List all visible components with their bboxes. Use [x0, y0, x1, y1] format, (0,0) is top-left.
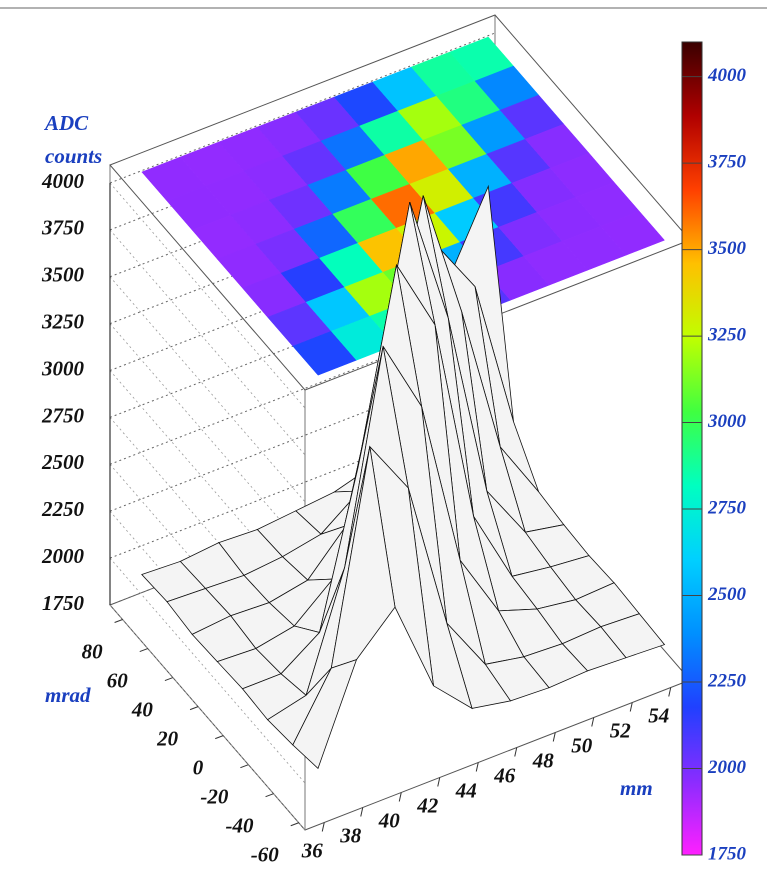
x-tick-label: 50 — [571, 733, 593, 757]
colorbar-tick-label: 2000 — [707, 757, 747, 778]
z-tick-label: 3250 — [41, 309, 85, 333]
z-tick-label: 4000 — [41, 169, 85, 193]
x-tick-label: 44 — [455, 778, 477, 802]
z-tick-label: 1750 — [42, 591, 85, 615]
z-label: counts — [45, 144, 102, 168]
colorbar-tick-label: 3750 — [707, 151, 747, 172]
colorbar-tick-label: 3250 — [707, 324, 747, 345]
x-tick-label: 46 — [493, 763, 516, 787]
z-label: ADC — [43, 111, 89, 135]
y-tick — [139, 648, 148, 653]
y-tick — [240, 764, 249, 769]
colorbar-tick-label: 3500 — [707, 238, 747, 259]
y-label: mrad — [45, 683, 91, 707]
x-tick — [514, 747, 518, 757]
y-tick — [215, 735, 224, 740]
y-tick-label: 60 — [107, 668, 129, 692]
colorbar-tick-label: 2750 — [707, 497, 747, 518]
y-tick — [189, 706, 199, 711]
y-tick-label: -60 — [251, 843, 279, 867]
colorbar-tick-label: 1750 — [708, 843, 747, 864]
x-tick — [475, 762, 479, 772]
grid-line — [109, 407, 496, 559]
colorbar-tick-label: 3000 — [707, 411, 747, 432]
x-tick — [668, 687, 672, 697]
x-tick — [321, 822, 325, 832]
x-tick — [437, 777, 441, 787]
x-tick-label: 54 — [648, 703, 669, 727]
x-tick-label: 42 — [416, 793, 439, 817]
y-tick — [265, 793, 274, 798]
x-tick-label: 48 — [532, 748, 555, 772]
y-tick-label: 80 — [82, 639, 104, 663]
colorbar-tick-label: 2250 — [707, 670, 747, 691]
y-tick — [290, 822, 299, 827]
y-tick — [164, 677, 174, 682]
x-tick — [552, 732, 556, 742]
z-tick-label: 3750 — [41, 216, 85, 240]
z-tick-label: 3500 — [41, 263, 85, 287]
y-tick-label: -40 — [226, 814, 254, 838]
grid-line — [109, 32, 496, 184]
x-tick-label: 40 — [378, 808, 401, 832]
y-tick-label: -20 — [200, 784, 228, 808]
z-tick-label: 2250 — [41, 497, 85, 521]
x-tick-label: 36 — [301, 838, 324, 862]
y-tick-label: 20 — [156, 726, 179, 750]
z-tick-label: 3000 — [41, 356, 85, 380]
colorbar-tick-label: 4000 — [707, 65, 747, 86]
x-tick — [629, 702, 633, 712]
y-tick-label: 40 — [131, 697, 154, 721]
z-tick-label: 2500 — [41, 450, 85, 474]
x-tick-label: 38 — [339, 823, 362, 847]
y-tick — [114, 619, 123, 623]
x-label: mm — [620, 776, 653, 800]
y-tick-label: 0 — [193, 755, 204, 779]
colorbar — [681, 41, 703, 856]
z-tick-label: 2750 — [41, 403, 85, 427]
x-tick — [398, 792, 402, 802]
colorbar-tick-label: 2500 — [707, 584, 747, 605]
grid-line — [109, 313, 496, 465]
grid-line — [109, 360, 496, 512]
x-tick — [360, 807, 364, 817]
heatmap-cell — [600, 210, 665, 256]
x-tick-label: 52 — [610, 718, 632, 742]
grid-line — [109, 323, 306, 549]
surface-cell — [292, 658, 358, 770]
x-tick — [591, 717, 595, 727]
z-tick-label: 2000 — [41, 544, 85, 568]
